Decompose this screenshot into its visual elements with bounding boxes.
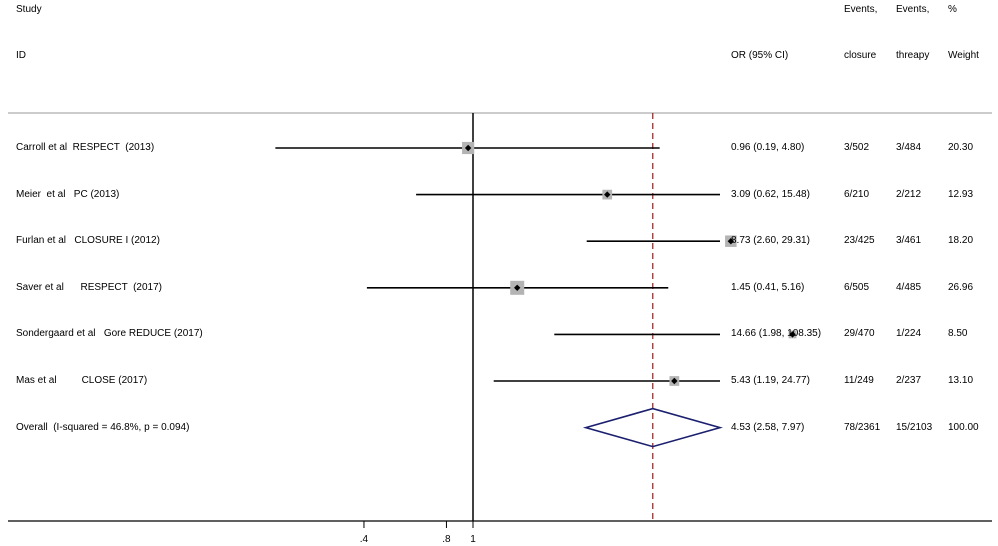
x-axis-tick-label: 1 — [470, 534, 476, 545]
header-study: Study — [16, 4, 42, 15]
study-label: Sondergaard et al Gore REDUCE (2017) — [16, 328, 203, 340]
header-weight-line1: % — [948, 4, 957, 15]
header-events-therapy-line1: Events, — [896, 4, 930, 15]
header-or-ci: OR (95% CI) — [731, 50, 789, 61]
study-or-ci: 1.45 (0.41, 5.16) — [731, 281, 805, 293]
study-events-therapy: 2/237 — [896, 375, 922, 386]
study-label: Mas et al CLOSE (2017) — [16, 375, 148, 386]
study-events-closure: 3/502 — [844, 142, 870, 153]
study-label: Meier et al PC (2013) — [16, 188, 120, 200]
study-or-ci: 8.73 (2.60, 29.31) — [731, 235, 810, 247]
study-events-therapy: 3/461 — [896, 235, 922, 247]
study-events-therapy: 4/485 — [896, 281, 922, 293]
study-events-therapy: 2/212 — [896, 188, 922, 200]
x-axis-tick-label: .4 — [360, 534, 369, 545]
study-events-closure: 6/210 — [844, 188, 870, 200]
study-or-ci: 5.43 (1.19, 24.77) — [731, 375, 810, 386]
study-or-ci: 14.66 (1.98, 108.35) — [731, 328, 822, 340]
study-events-therapy: 1/224 — [896, 328, 922, 340]
overall-label: Overall (I-squared = 46.8%, p = 0.094) — [16, 421, 190, 433]
study-or-ci: 0.96 (0.19, 4.80) — [731, 142, 805, 153]
study-events-closure: 29/470 — [844, 328, 875, 340]
x-axis-tick-label: .8 — [442, 534, 451, 545]
study-label: Saver et al RESPECT (2017) — [16, 281, 162, 293]
overall-events-closure: 78/2361 — [844, 421, 881, 433]
overall-or-ci: 4.53 (2.58, 7.97) — [731, 421, 805, 433]
point-estimate — [671, 377, 678, 385]
study-events-closure: 23/425 — [844, 235, 875, 247]
study-weight: 18.20 — [948, 235, 974, 247]
study-weight: 13.10 — [948, 375, 974, 386]
point-estimate — [789, 331, 796, 338]
header-events-closure-line2: closure — [844, 50, 877, 61]
study-events-therapy: 3/484 — [896, 142, 922, 153]
study-weight: 20.30 — [948, 142, 974, 153]
header-events-therapy-line2: threapy — [896, 50, 930, 61]
point-estimate — [604, 191, 611, 198]
point-estimate — [464, 144, 472, 152]
overall-diamond — [582, 407, 723, 448]
study-weight: 8.50 — [948, 328, 968, 340]
study-weight: 26.96 — [948, 281, 974, 293]
header-weight-line2: Weight — [948, 50, 979, 61]
study-events-closure: 6/505 — [844, 281, 870, 293]
header-id: ID — [16, 50, 26, 61]
study-weight: 12.93 — [948, 188, 974, 200]
overall-weight: 100.00 — [948, 421, 979, 433]
point-estimate — [727, 238, 735, 245]
study-label: Carroll et al RESPECT (2013) — [16, 142, 155, 153]
point-estimate — [514, 284, 521, 291]
header-events-closure-line1: Events, — [844, 4, 878, 15]
study-or-ci: 3.09 (0.62, 15.48) — [731, 188, 810, 200]
study-events-closure: 11/249 — [844, 375, 874, 386]
study-label: Furlan et al CLOSURE I (2012) — [16, 235, 160, 247]
overall-events-therapy: 15/2103 — [896, 421, 933, 433]
